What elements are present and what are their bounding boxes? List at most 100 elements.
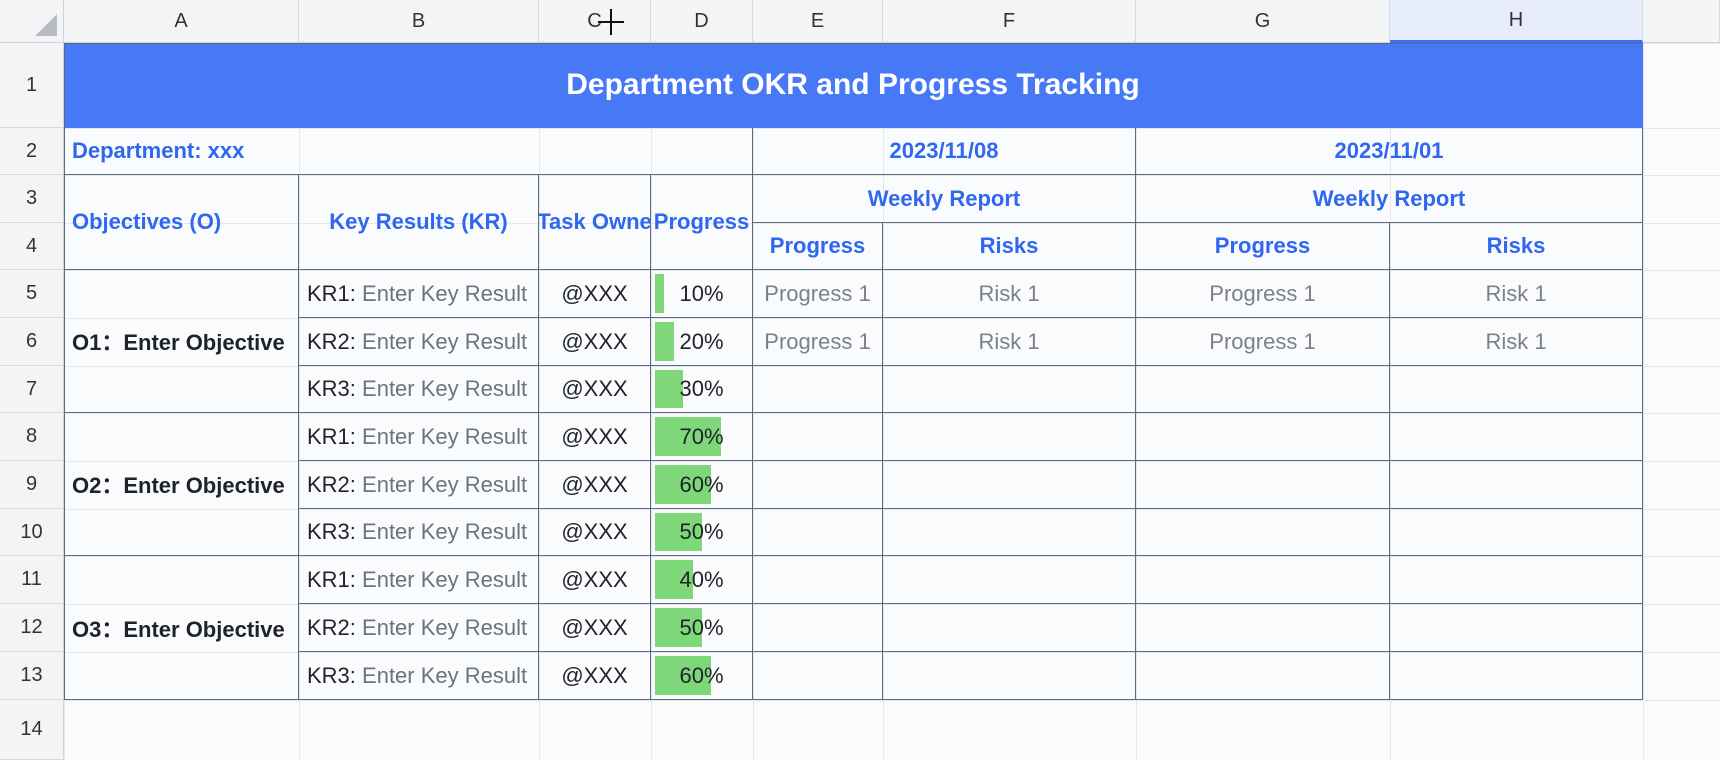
week1-progress-cell[interactable]: Progress 1 [753,270,883,318]
week2-risk-cell[interactable] [1390,366,1643,413]
column-header-g[interactable]: G [1136,0,1390,43]
week1-progress-cell[interactable] [753,556,883,604]
week1-risk-cell[interactable] [883,604,1136,652]
row-header-10[interactable]: 10 [0,509,64,556]
week2-risks-header[interactable]: Risks [1390,223,1643,270]
week2-progress-cell[interactable] [1136,604,1390,652]
week1-progress-header[interactable]: Progress [753,223,883,270]
week1-risk-cell[interactable]: Risk 1 [883,318,1136,366]
key-result-cell[interactable]: KR3: Enter Key Result [299,652,539,700]
row-header-14[interactable]: 14 [0,700,64,760]
key-result-cell[interactable]: KR2: Enter Key Result [299,604,539,652]
row-header-4[interactable]: 4 [0,223,64,270]
progress-cell[interactable]: 60% [651,461,753,509]
column-header-b[interactable]: B [299,0,539,43]
weekly-report-header-1[interactable]: Weekly Report [753,175,1136,223]
progress-cell[interactable]: 60% [651,652,753,700]
week2-risk-cell[interactable] [1390,413,1643,461]
key-result-cell[interactable]: KR1: Enter Key Result [299,556,539,604]
department-cell[interactable]: Department: xxx [64,128,753,175]
week2-progress-header[interactable]: Progress [1136,223,1390,270]
week1-risks-header[interactable]: Risks [883,223,1136,270]
row-header-7[interactable]: 7 [0,366,64,413]
week2-progress-cell[interactable] [1136,509,1390,556]
column-header-f[interactable]: F [883,0,1136,43]
key-result-cell[interactable]: KR1: Enter Key Result [299,270,539,318]
row-header-6[interactable]: 6 [0,318,64,366]
row-header-12[interactable]: 12 [0,604,64,652]
week1-risk-cell[interactable] [883,413,1136,461]
week1-risk-cell[interactable] [883,461,1136,509]
task-owner-cell[interactable]: @XXX [539,652,651,700]
key-result-cell[interactable]: KR1: Enter Key Result [299,413,539,461]
progress-cell[interactable]: 30% [651,366,753,413]
task-owner-cell[interactable]: @XXX [539,318,651,366]
week2-progress-cell[interactable]: Progress 1 [1136,318,1390,366]
objectives-header[interactable]: Objectives (O) [64,175,299,270]
weekly-report-header-2[interactable]: Weekly Report [1136,175,1643,223]
row-header-13[interactable]: 13 [0,652,64,700]
task-owner-cell[interactable]: @XXX [539,509,651,556]
task-owner-cell[interactable]: @XXX [539,413,651,461]
week1-progress-cell[interactable] [753,652,883,700]
key-result-cell[interactable]: KR3: Enter Key Result [299,509,539,556]
key-result-cell[interactable]: KR3: Enter Key Result [299,366,539,413]
column-header-e[interactable]: E [753,0,883,43]
week2-risk-cell[interactable]: Risk 1 [1390,318,1643,366]
week1-risk-cell[interactable] [883,509,1136,556]
week2-progress-cell[interactable] [1136,652,1390,700]
week2-risk-cell[interactable] [1390,556,1643,604]
week1-risk-cell[interactable]: Risk 1 [883,270,1136,318]
week1-progress-cell[interactable] [753,509,883,556]
week1-progress-cell[interactable] [753,604,883,652]
select-all-corner[interactable] [0,0,64,43]
key-result-cell[interactable]: KR2: Enter Key Result [299,318,539,366]
week1-progress-cell[interactable]: Progress 1 [753,318,883,366]
row-header-11[interactable]: 11 [0,556,64,604]
week1-risk-cell[interactable] [883,556,1136,604]
progress-header[interactable]: Progress [651,175,753,270]
progress-cell[interactable]: 50% [651,509,753,556]
week2-risk-cell[interactable]: Risk 1 [1390,270,1643,318]
progress-cell[interactable]: 70% [651,413,753,461]
task-owner-cell[interactable]: @XXX [539,461,651,509]
week1-risk-cell[interactable] [883,652,1136,700]
week2-progress-cell[interactable]: Progress 1 [1136,270,1390,318]
objective-cell-3[interactable]: O3：Enter Objective [64,556,299,700]
column-header-a[interactable]: A [64,0,299,43]
column-header-c[interactable]: C [539,0,651,43]
row-header-9[interactable]: 9 [0,461,64,509]
task-owner-cell[interactable]: @XXX [539,604,651,652]
task-owner-cell[interactable]: @XXX [539,366,651,413]
row-header-3[interactable]: 3 [0,175,64,223]
progress-cell[interactable]: 20% [651,318,753,366]
progress-cell[interactable]: 50% [651,604,753,652]
row-header-8[interactable]: 8 [0,413,64,461]
row-header-2[interactable]: 2 [0,128,64,175]
key-result-cell[interactable]: KR2: Enter Key Result [299,461,539,509]
objective-cell-2[interactable]: O2：Enter Objective [64,413,299,556]
week-date-2[interactable]: 2023/11/01 [1136,128,1643,175]
task-owner-header[interactable]: Task Owne [539,175,651,270]
week2-risk-cell[interactable] [1390,461,1643,509]
week2-risk-cell[interactable] [1390,604,1643,652]
row-header-5[interactable]: 5 [0,270,64,318]
progress-cell[interactable]: 10% [651,270,753,318]
week-date-1[interactable]: 2023/11/08 [753,128,1136,175]
row-header-1[interactable]: 1 [0,43,64,128]
task-owner-cell[interactable]: @XXX [539,270,651,318]
week2-progress-cell[interactable] [1136,461,1390,509]
column-header-d[interactable]: D [651,0,753,43]
key-results-header[interactable]: Key Results (KR) [299,175,539,270]
sheet-title[interactable]: Department OKR and Progress Tracking [64,43,1643,128]
week2-risk-cell[interactable] [1390,652,1643,700]
task-owner-cell[interactable]: @XXX [539,556,651,604]
week2-risk-cell[interactable] [1390,509,1643,556]
week1-progress-cell[interactable] [753,461,883,509]
progress-cell[interactable]: 40% [651,556,753,604]
week2-progress-cell[interactable] [1136,556,1390,604]
week1-risk-cell[interactable] [883,366,1136,413]
week1-progress-cell[interactable] [753,413,883,461]
objective-cell-1[interactable]: O1：Enter Objective [64,270,299,413]
